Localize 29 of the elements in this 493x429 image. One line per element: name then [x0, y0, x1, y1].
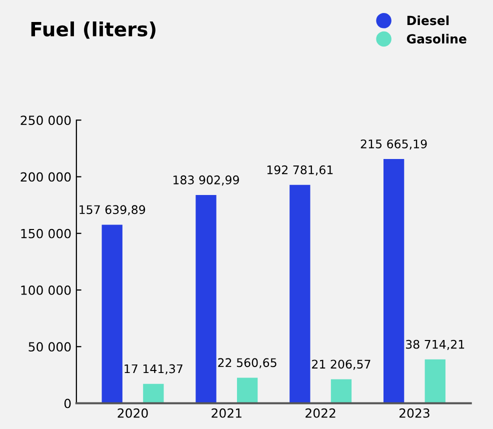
y-tick-label: 250 000	[20, 116, 71, 126]
data-label: 215 665,19	[360, 139, 427, 150]
data-label: 183 902,99	[174, 175, 239, 186]
x-tick-label: 2020	[118, 408, 148, 418]
y-tick-label: 0	[64, 398, 71, 408]
data-label: 157 639,89	[80, 205, 146, 216]
bar	[196, 194, 216, 404]
chart-title: Fuel (liters)	[31, 21, 156, 39]
y-tick-label: 200 000	[20, 172, 71, 182]
bar	[330, 379, 352, 404]
y-tick-label: 100 000	[21, 285, 71, 295]
data-label: 17 141,37	[124, 364, 182, 374]
x-tick-label: 2021	[212, 408, 242, 418]
bar	[143, 384, 164, 404]
bar	[290, 184, 310, 404]
data-label: 22 560,65	[218, 358, 276, 368]
bar	[236, 378, 258, 404]
legend-label: Gasoline	[406, 34, 466, 44]
bar	[383, 159, 404, 404]
bar	[424, 359, 446, 404]
data-label: 38 714,21	[406, 340, 464, 350]
legend-label: Diesel	[407, 16, 449, 26]
data-label: 21 206,57	[312, 360, 370, 370]
y-tick-label: 150 000	[21, 228, 71, 238]
data-label: 192 781,61	[267, 165, 333, 176]
x-tick-label: 2022	[306, 408, 336, 418]
y-tick-label: 50 000	[28, 342, 71, 352]
bar	[102, 224, 122, 404]
x-tick-label: 2023	[399, 408, 430, 418]
